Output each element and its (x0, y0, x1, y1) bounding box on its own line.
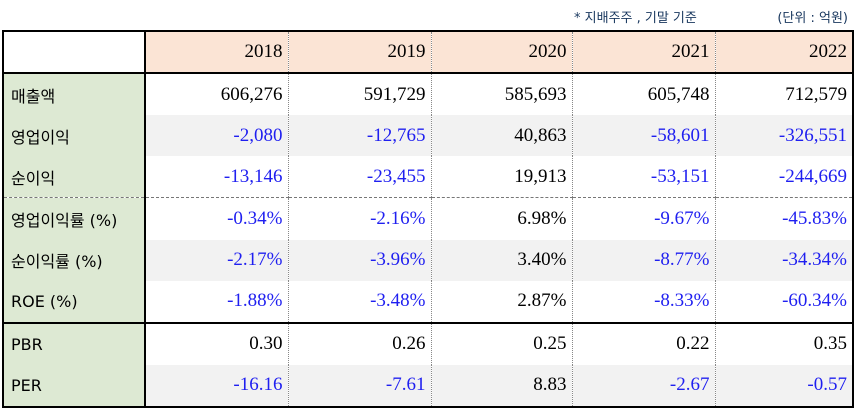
value-cell: -9.67% (571, 197, 715, 240)
value-cell: 0.25 (430, 322, 572, 365)
table-row-roe: ROE (%) -1.88% -3.48% 2.87% -8.33% -60.3… (3, 280, 853, 324)
value-cell: -8.77% (571, 239, 715, 281)
value-cell: -58,601 (571, 115, 715, 157)
value-cell: 2.87% (430, 280, 572, 324)
row-label: 순이익률 (%) (3, 239, 146, 281)
value-cell: -3.48% (287, 280, 431, 324)
row-label: ROE (%) (3, 280, 146, 324)
table-row-per: PER -16.16 -7.61 8.83 -2.67 -0.57 (3, 364, 853, 407)
value-cell: -16.16 (144, 364, 288, 407)
value-cell: 6.98% (430, 197, 572, 240)
header-row: 2018 2019 2020 2021 2022 (3, 31, 853, 75)
row-label: 매출액 (3, 73, 146, 116)
value-cell: -13,146 (144, 156, 288, 199)
value-cell: -7.61 (287, 364, 431, 407)
table-notes: * 지배주주 , 기말 기준 (단위 : 억원) (0, 0, 856, 30)
value-cell: -2.17% (144, 239, 288, 281)
value-cell: 0.30 (144, 322, 288, 365)
year-header: 2021 (571, 31, 715, 75)
value-cell: 0.26 (287, 322, 431, 365)
row-label: PBR (3, 322, 146, 365)
year-header: 2019 (287, 31, 431, 75)
value-cell: -34.34% (714, 239, 853, 281)
row-label: PER (3, 364, 146, 407)
row-label: 영업이익률 (%) (3, 197, 146, 240)
table-row-operating-margin: 영업이익률 (%) -0.34% -2.16% 6.98% -9.67% -45… (3, 197, 853, 240)
value-cell: -0.57 (714, 364, 853, 407)
value-cell: -2.16% (287, 197, 431, 240)
value-cell: 606,276 (144, 73, 288, 116)
value-cell: 3.40% (430, 239, 572, 281)
row-label: 영업이익 (3, 115, 146, 157)
value-cell: -23,455 (287, 156, 431, 199)
value-cell: 8.83 (430, 364, 572, 407)
value-cell: -60.34% (714, 280, 853, 324)
year-header: 2022 (714, 31, 853, 75)
table-row-revenue: 매출액 606,276 591,729 585,693 605,748 712,… (3, 73, 853, 116)
value-cell: -3.96% (287, 239, 431, 281)
value-cell: -45.83% (714, 197, 853, 240)
table-row-net-margin: 순이익률 (%) -2.17% -3.96% 3.40% -8.77% -34.… (3, 239, 853, 281)
value-cell: 585,693 (430, 73, 572, 116)
financial-summary-table: 2018 2019 2020 2021 2022 매출액 606,276 591… (2, 30, 854, 408)
basis-note: * 지배주주 , 기말 기준 (574, 11, 697, 26)
value-cell: 712,579 (714, 73, 853, 116)
value-cell: -12,765 (287, 115, 431, 157)
header-corner-cell (3, 31, 146, 75)
year-header: 2020 (430, 31, 572, 75)
unit-note: (단위 : 억원) (777, 11, 848, 26)
value-cell: 40,863 (430, 115, 572, 157)
value-cell: -8.33% (571, 280, 715, 324)
value-cell: -2,080 (144, 115, 288, 157)
value-cell: 0.22 (571, 322, 715, 365)
value-cell: -326,551 (714, 115, 853, 157)
year-header: 2018 (144, 31, 288, 75)
value-cell: -0.34% (144, 197, 288, 240)
value-cell: 0.35 (714, 322, 853, 365)
value-cell: 591,729 (287, 73, 431, 116)
row-label: 순이익 (3, 156, 146, 199)
value-cell: -1.88% (144, 280, 288, 324)
value-cell: -2.67 (571, 364, 715, 407)
value-cell: -244,669 (714, 156, 853, 199)
table-row-pbr: PBR 0.30 0.26 0.25 0.22 0.35 (3, 322, 853, 365)
value-cell: -53,151 (571, 156, 715, 199)
table-row-net-income: 순이익 -13,146 -23,455 19,913 -53,151 -244,… (3, 156, 853, 199)
value-cell: 19,913 (430, 156, 572, 199)
table-row-operating-profit: 영업이익 -2,080 -12,765 40,863 -58,601 -326,… (3, 115, 853, 157)
value-cell: 605,748 (571, 73, 715, 116)
